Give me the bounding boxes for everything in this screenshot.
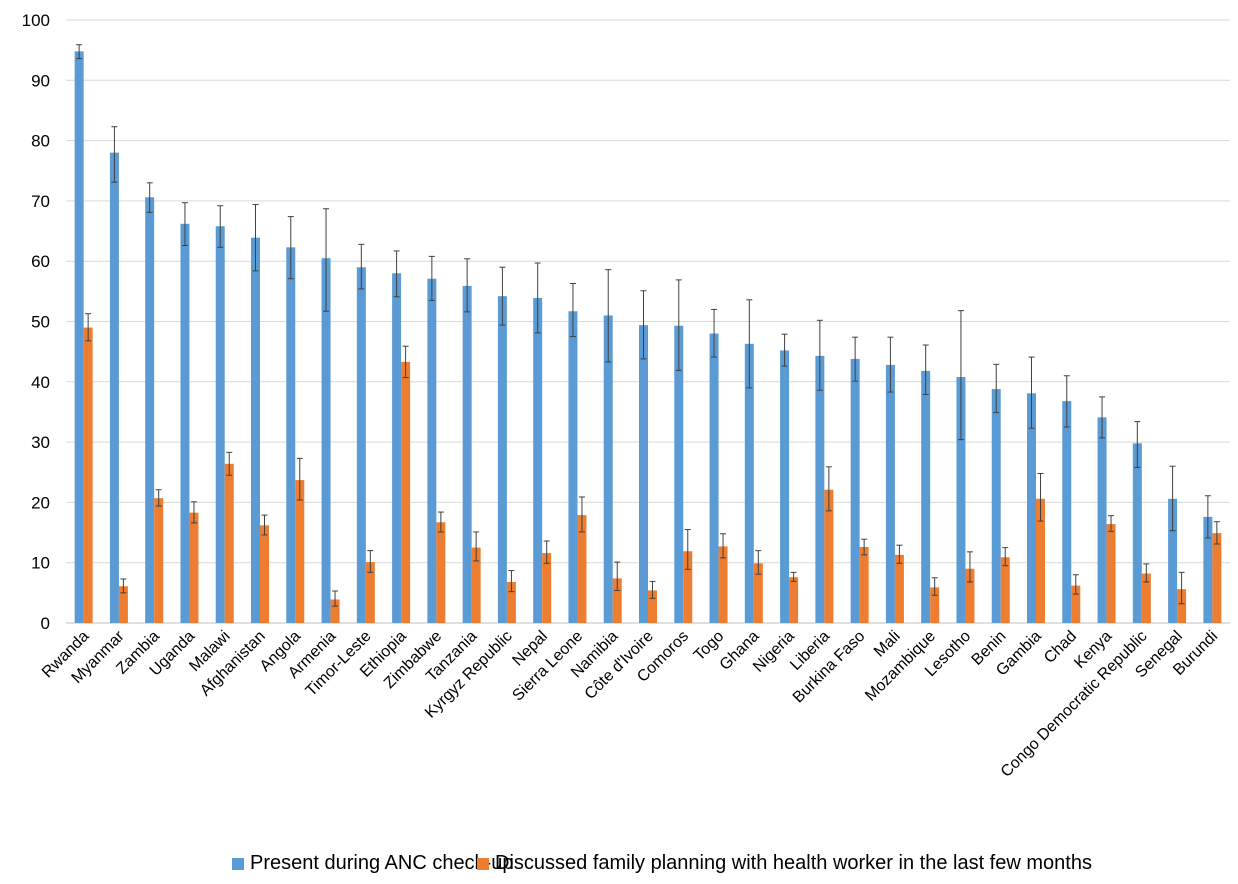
bar-present-31 [1168, 498, 1178, 623]
legend-swatch-discussed [477, 857, 489, 870]
bar-discussed-29 [1106, 524, 1116, 623]
bar-discussed-30 [1141, 573, 1151, 623]
bar-discussed-20 [789, 577, 799, 623]
bar-discussed-6 [295, 480, 305, 623]
bar-present-30 [1132, 443, 1142, 623]
y-tick-label: 70 [31, 192, 50, 211]
bar-present-28 [1062, 401, 1072, 623]
y-tick-label: 100 [22, 11, 50, 30]
bar-discussed-27 [1036, 498, 1045, 623]
bar-present-12 [497, 296, 507, 623]
bar-discussed-10 [436, 522, 446, 623]
bar-present-16 [639, 325, 648, 623]
bar-present-18 [709, 333, 719, 623]
y-tick-label: 10 [31, 554, 50, 573]
bar-present-4 [215, 226, 225, 624]
bar-present-9 [392, 273, 402, 623]
bar-discussed-26 [1000, 557, 1010, 623]
legend-label-discussed: Discussed family planning with health wo… [495, 852, 1092, 874]
bar-chart: 0 10 20 30 40 50 60 70 80 90 100 RwandaMyanmarZamb… [22, 11, 1230, 781]
bar-present-10 [427, 278, 437, 623]
bar-discussed-18 [718, 546, 728, 623]
y-tick-label: 40 [31, 373, 50, 392]
bar-discussed-3 [189, 512, 199, 623]
bar-discussed-0 [83, 327, 93, 623]
y-tick-label: 60 [31, 252, 50, 271]
bar-discussed-15 [612, 578, 622, 623]
bar-present-7 [321, 258, 331, 623]
bar-discussed-2 [154, 498, 164, 623]
y-tick-label: 80 [31, 132, 50, 151]
bar-discussed-21 [824, 489, 834, 623]
legend-swatch-present [232, 857, 244, 870]
bar-present-17 [674, 325, 684, 623]
bar-discussed-22 [859, 547, 869, 623]
bar-discussed-25 [965, 568, 975, 623]
legend-item-discussed: Discussed family planning with health wo… [477, 852, 1092, 875]
legend: Present during ANC check-up Discussed fa… [0, 852, 1238, 880]
bar-present-3 [180, 223, 190, 623]
y-tick-label: 50 [31, 313, 50, 332]
bar-present-19 [744, 343, 754, 623]
y-axis: 0 10 20 30 40 50 60 70 80 90 100 [22, 11, 50, 633]
bar-discussed-1 [118, 586, 128, 623]
bar-present-25 [956, 376, 966, 623]
bar-discussed-8 [365, 562, 375, 623]
bar-discussed-31 [1177, 589, 1187, 623]
bar-discussed-19 [753, 563, 763, 623]
bar-present-24 [921, 370, 931, 623]
bar-present-13 [533, 297, 543, 623]
bar-present-8 [356, 267, 366, 623]
bar-present-32 [1203, 516, 1213, 623]
bar-present-21 [815, 355, 825, 623]
bar-discussed-13 [542, 553, 552, 623]
bar-present-27 [1027, 393, 1036, 623]
bar-discussed-11 [471, 547, 481, 624]
bar-present-5 [251, 237, 260, 623]
bar-discussed-9 [401, 361, 411, 623]
bar-discussed-23 [894, 554, 904, 623]
bar-present-1 [109, 152, 119, 623]
bar-present-11 [462, 285, 472, 623]
bar-present-29 [1097, 417, 1107, 623]
bar-discussed-28 [1071, 585, 1081, 623]
bar-present-20 [780, 350, 790, 623]
x-axis: RwandaMyanmarZambiaUgandaMalawiAfghanist… [39, 627, 1221, 780]
legend-item-present: Present during ANC check-up [232, 852, 513, 875]
bar-present-23 [885, 364, 895, 623]
bar-present-6 [286, 247, 296, 623]
bar-discussed-24 [930, 587, 940, 623]
legend-label-present: Present during ANC check-up [250, 852, 514, 874]
bar-discussed-7 [330, 599, 340, 623]
bar-present-15 [603, 315, 613, 623]
y-tick-label: 0 [41, 614, 50, 633]
bar-discussed-16 [648, 590, 657, 623]
y-tick-label: 30 [31, 433, 50, 452]
bar-present-14 [568, 311, 578, 623]
bar-discussed-17 [683, 551, 693, 623]
error-bars [76, 44, 1220, 607]
bar-discussed-4 [224, 463, 234, 623]
y-tick-label: 20 [31, 493, 50, 512]
bar-discussed-5 [260, 525, 269, 623]
bar-present-22 [850, 358, 860, 623]
bar-discussed-12 [506, 582, 516, 623]
bar-present-26 [991, 389, 1001, 623]
bar-discussed-32 [1212, 533, 1222, 623]
bar-discussed-14 [577, 515, 587, 623]
bar-present-0 [74, 51, 84, 624]
bars [74, 51, 1222, 624]
bar-present-2 [145, 197, 155, 623]
y-tick-label: 90 [31, 71, 50, 90]
